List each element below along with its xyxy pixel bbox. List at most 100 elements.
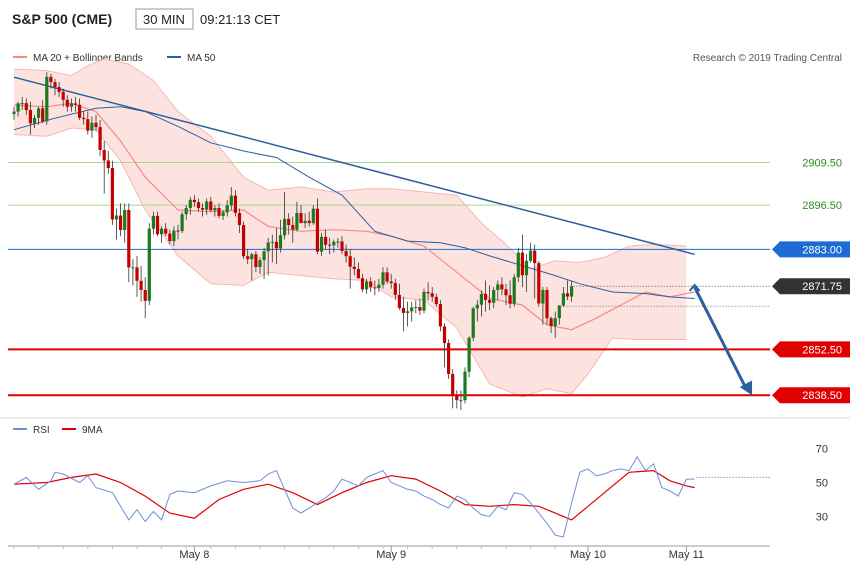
candle-body [53, 82, 57, 88]
candle-body [57, 87, 61, 92]
candle [557, 305, 561, 325]
candle-body [340, 241, 344, 251]
candle [192, 195, 196, 207]
candle-body [553, 318, 557, 327]
candle-body [447, 343, 451, 374]
candle [266, 237, 270, 276]
candle-body [529, 250, 533, 261]
candle-body [397, 294, 401, 309]
candle-body [455, 395, 459, 401]
interval-label[interactable]: 30 MIN [143, 12, 185, 27]
candle [32, 114, 37, 129]
candle [348, 249, 352, 289]
candle-body [332, 241, 336, 246]
candle [65, 95, 69, 112]
price-label: 2896.50 [802, 200, 842, 212]
candle [319, 232, 324, 256]
rsi-tick-label: 70 [816, 444, 828, 456]
candle [221, 209, 225, 220]
candle [188, 196, 192, 215]
candle-body [414, 307, 418, 309]
candle-body [73, 103, 78, 105]
candle-body [356, 269, 360, 279]
candle-body [471, 308, 475, 338]
candle-body [303, 220, 307, 224]
candle-body [438, 304, 442, 327]
candle-body [512, 277, 516, 304]
candle [426, 282, 430, 301]
candle-body [508, 295, 512, 304]
candle-body [381, 272, 385, 285]
candle [422, 288, 426, 314]
candle [180, 211, 184, 233]
candle [78, 98, 82, 120]
candle-body [479, 293, 483, 305]
candle-body [217, 208, 221, 216]
candle-body [94, 122, 98, 128]
price-label-box [772, 387, 850, 404]
candle [127, 203, 131, 283]
candle-body [328, 244, 332, 246]
candle [393, 278, 397, 301]
candle-body [221, 212, 225, 216]
candle-body [233, 195, 237, 213]
candle [98, 119, 102, 156]
candle [278, 219, 283, 253]
candle [45, 72, 49, 125]
candle-body [188, 199, 192, 209]
ma20-line [13, 102, 695, 331]
candle-body [246, 256, 250, 260]
candle [418, 298, 422, 315]
candle-body [102, 149, 106, 161]
candle [274, 228, 278, 265]
candle-body [373, 287, 377, 289]
candle [315, 198, 319, 255]
candle [90, 116, 94, 138]
candle [123, 203, 127, 243]
price-label: 2838.50 [772, 387, 850, 404]
candle-body [20, 103, 24, 105]
candle [459, 390, 463, 410]
candle-body [258, 260, 262, 268]
candle-body [65, 99, 69, 107]
candle-body [537, 263, 541, 304]
price-label-box [772, 341, 850, 358]
bollinger-band-fill [14, 59, 687, 397]
candle-body [78, 104, 82, 118]
candle [463, 367, 467, 404]
candle-body [69, 103, 73, 107]
candle-body [242, 225, 246, 257]
candle-body [352, 266, 356, 270]
candle [233, 190, 237, 217]
candle-body [430, 293, 434, 297]
candle [414, 300, 418, 314]
candle [483, 280, 488, 312]
interval-box[interactable] [135, 8, 194, 30]
candle-body [274, 241, 278, 249]
candle [356, 262, 360, 279]
candle-body [545, 289, 549, 319]
candle [82, 111, 86, 125]
candle [69, 98, 73, 112]
candle [24, 98, 28, 115]
candle [213, 205, 217, 217]
candle [61, 88, 65, 107]
candle [475, 300, 479, 322]
candle [155, 211, 160, 237]
candle-body [61, 91, 65, 100]
candle-body [504, 289, 508, 296]
rsi-line [13, 456, 695, 538]
candle [524, 254, 529, 292]
candle [541, 287, 545, 325]
price-label-box [772, 241, 850, 258]
candle [516, 247, 520, 283]
candle [336, 237, 340, 248]
x-axis: May 8 May 9 May 10 May 11 [13, 546, 704, 561]
candle [237, 208, 242, 233]
x-tick-label: May 11 [669, 549, 704, 561]
bollinger-upper-line [13, 58, 687, 270]
candle [508, 280, 512, 309]
x-tick-label: May 8 [179, 549, 209, 561]
candle-body [307, 220, 311, 224]
candle [561, 287, 565, 307]
